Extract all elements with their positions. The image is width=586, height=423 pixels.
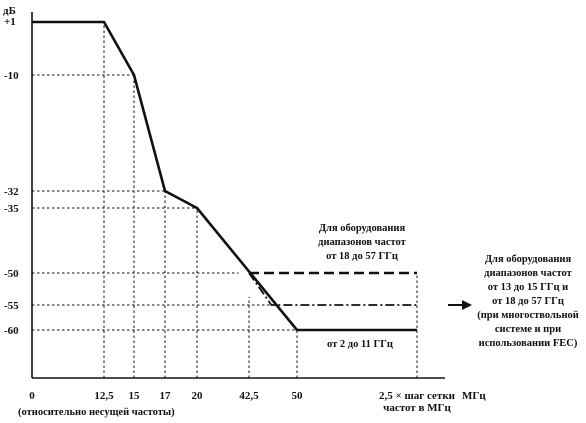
- annotation-right-line: использовании FEC): [479, 338, 578, 349]
- y-tick-labels: +1 -10 -32 -35 -50 -55 -60: [4, 16, 19, 337]
- annotation-upper: Для оборудования диапазонов частот от 18…: [318, 223, 406, 262]
- y-tick-label: -10: [4, 70, 19, 82]
- series-line-solid: [32, 20, 417, 332]
- x-tick-label: 0: [29, 390, 35, 402]
- x-tick-labels: 0 12,5 15 17 20 42,5 50 2,5 × шаг сетки: [29, 390, 455, 402]
- annotation-right-line: от 13 до 15 ГГц и: [488, 282, 568, 293]
- annotation-right: Для оборудования диапазонов частот от 13…: [477, 254, 579, 349]
- annotation-right-line: Для оборудования: [485, 254, 572, 265]
- x-axis-label: МГц: [462, 390, 486, 402]
- x-tick-label: 42,5: [239, 390, 259, 402]
- series-line-dash-dot: [248, 272, 417, 306]
- annotation-right-line: (при многоствольной: [477, 310, 579, 321]
- x-tick-label: 20: [192, 390, 204, 402]
- annotation-right-line: от 18 до 57 ГГц: [492, 296, 564, 307]
- y-tick-label: -35: [4, 203, 19, 215]
- y-axis-label: дБ: [3, 5, 16, 17]
- x-tick-label: 2,5 × шаг сетки: [379, 390, 456, 402]
- annotation-lower: от 2 до 11 ГГц: [327, 339, 393, 350]
- x-tick-label: 50: [292, 390, 304, 402]
- annotation-upper-line: Для оборудования: [319, 223, 406, 234]
- series-group: [32, 20, 417, 332]
- x-tick-sublabel: частот в МГц: [383, 402, 451, 414]
- x-tick-label: 17: [160, 390, 172, 402]
- annotation-right-line: диапазонов частот: [484, 268, 572, 279]
- annotation-upper-line: диапазонов частот: [318, 237, 406, 248]
- annotation-arrow-head: [462, 300, 472, 310]
- x-axis-note: (относительно несущей частоты): [18, 407, 175, 418]
- guide-lines: [32, 22, 418, 378]
- annotation-upper-line: от 18 до 57 ГГц: [326, 251, 398, 262]
- y-tick-label: +1: [4, 16, 16, 28]
- y-tick-label: -55: [4, 300, 19, 312]
- x-tick-label: 12,5: [94, 390, 114, 402]
- y-tick-label: -32: [4, 186, 19, 198]
- y-tick-label: -60: [4, 325, 19, 337]
- x-tick-label: 15: [129, 390, 141, 402]
- y-tick-label: -50: [4, 268, 19, 280]
- annotation-right-line: системе и при: [495, 324, 561, 335]
